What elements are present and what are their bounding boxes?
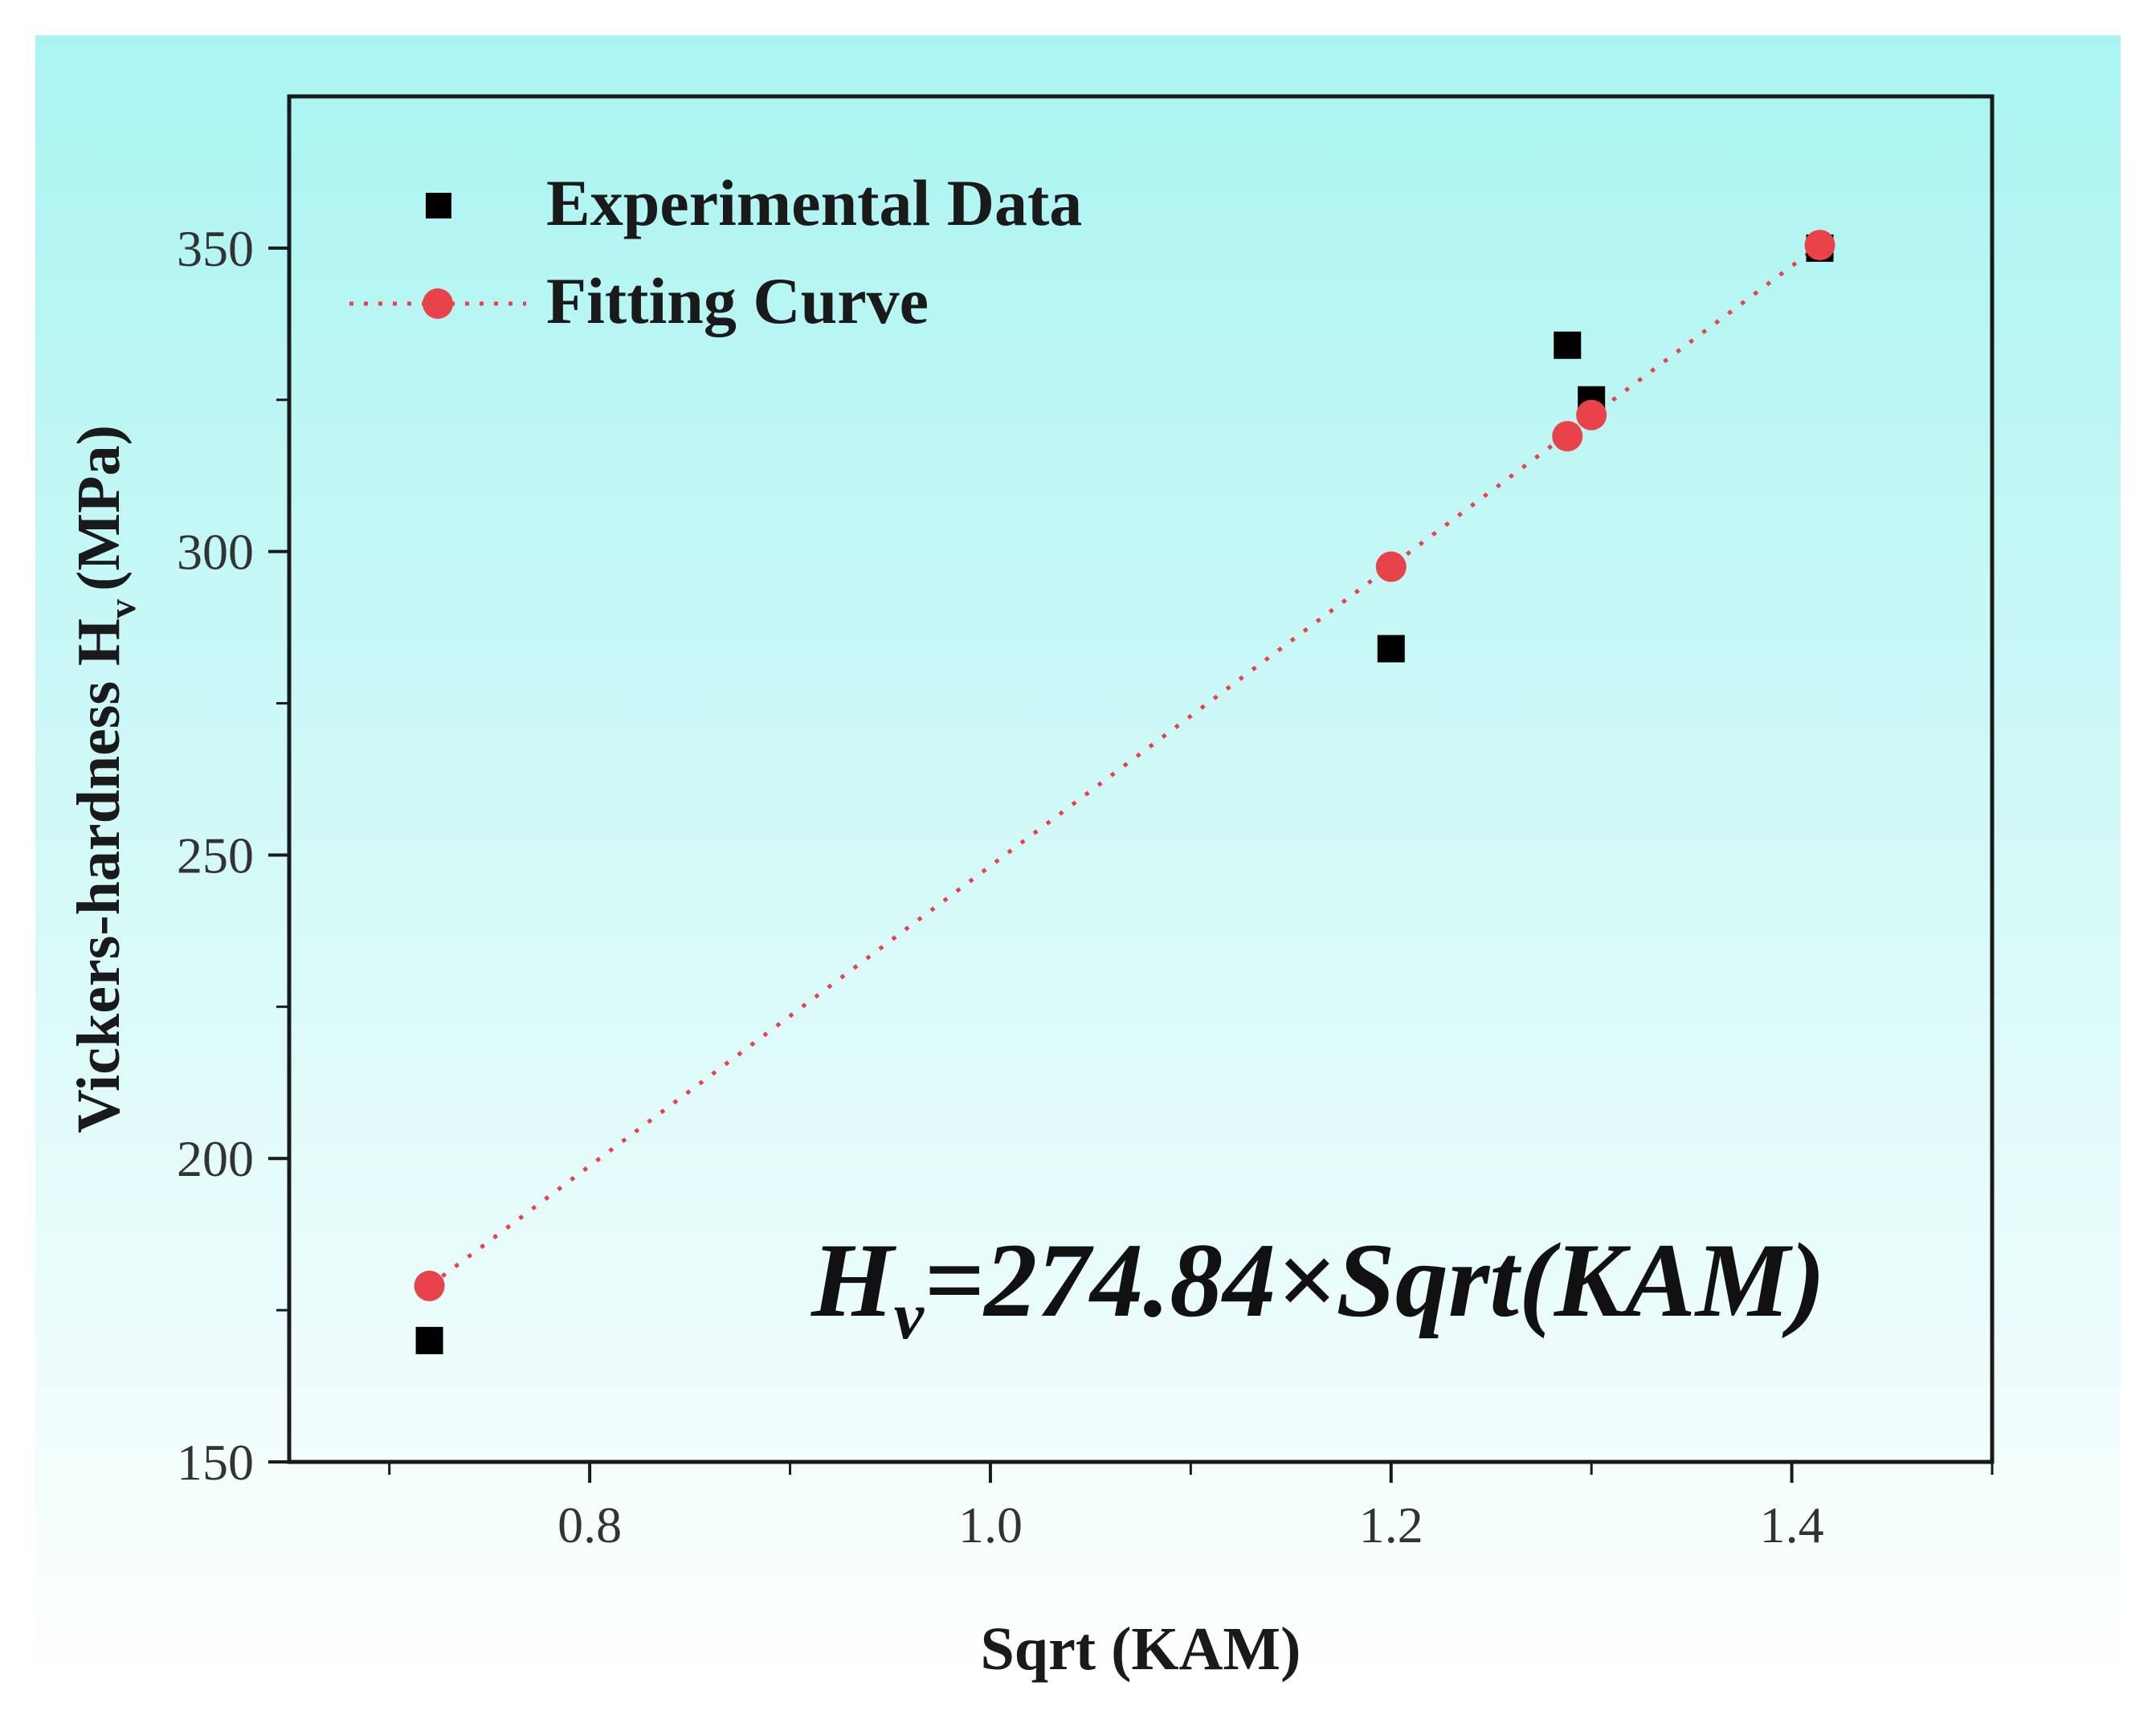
fitting-point bbox=[1375, 551, 1407, 582]
legend-label-experimental: Experimental Data bbox=[546, 166, 1082, 239]
legend-square-marker bbox=[426, 193, 451, 218]
fit-equation: Hv=274.84×Sqrt(KAM) bbox=[811, 1221, 1825, 1353]
y-axis-label-subscript: v bbox=[101, 599, 144, 619]
x-tick-label: 0.8 bbox=[557, 1496, 622, 1553]
legend-label-fitting: Fitting Curve bbox=[546, 264, 929, 337]
fitting-point bbox=[1552, 421, 1583, 452]
x-tick-label: 1.0 bbox=[958, 1496, 1023, 1553]
y-tick-label: 150 bbox=[177, 1434, 254, 1491]
fit-equation-h: H bbox=[811, 1221, 897, 1339]
legend-circle-marker bbox=[423, 288, 453, 319]
data-points bbox=[414, 230, 1835, 1354]
fit-equation-sub: v bbox=[894, 1279, 925, 1353]
y-axis-label-main: Vickers-hardness H bbox=[65, 619, 133, 1133]
fit-equation-rest: =274.84×Sqrt(KAM) bbox=[924, 1221, 1825, 1339]
y-tick-label: 200 bbox=[177, 1130, 254, 1187]
fitting-point bbox=[1576, 399, 1607, 431]
fitting-point bbox=[414, 1270, 445, 1301]
y-tick-label: 350 bbox=[177, 220, 254, 277]
y-axis-label-unit: (MPa) bbox=[65, 425, 133, 591]
y-axis-label: Vickers-hardness Hv (MPa) bbox=[65, 425, 144, 1133]
experimental-point bbox=[1377, 635, 1405, 663]
fitting-point bbox=[1804, 230, 1835, 261]
chart-background bbox=[35, 35, 2121, 1698]
plot-frame bbox=[287, 94, 1995, 1464]
legend: Experimental Data Fitting Curve bbox=[349, 166, 1082, 337]
x-axis-label: Sqrt (KAM) bbox=[981, 1615, 1301, 1683]
x-tick-label: 1.2 bbox=[1359, 1496, 1423, 1553]
experimental-point bbox=[415, 1326, 443, 1354]
x-tick-label: 1.4 bbox=[1760, 1496, 1824, 1553]
axis-ticks: 0.8 1.0 1.2 1.4 150 200 250 300 350 bbox=[177, 220, 1994, 1553]
y-tick-label: 250 bbox=[177, 827, 254, 884]
y-tick-label: 300 bbox=[177, 524, 254, 581]
experimental-point bbox=[1554, 331, 1582, 359]
